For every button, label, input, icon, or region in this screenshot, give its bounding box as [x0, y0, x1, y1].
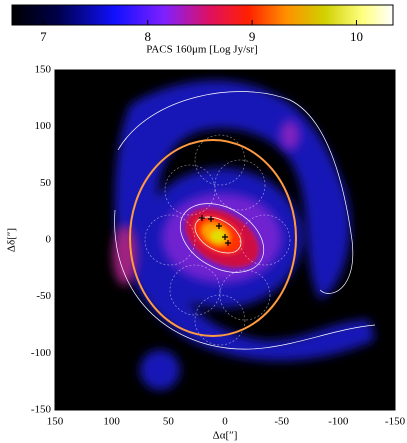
y-tick-label: -100	[31, 347, 52, 359]
colorbar-tick-label: 9	[249, 29, 256, 44]
x-tick-label: 150	[47, 416, 64, 428]
colorbar-label: PACS 160μm [Log Jy/sr]	[146, 44, 258, 56]
y-tick-label: -50	[36, 290, 51, 302]
colorbar-tick-label: 8	[144, 29, 151, 44]
y-axis-label: Δδ[″]	[6, 228, 18, 252]
x-tick-label: -100	[328, 416, 349, 428]
colorbar-tick-label: 10	[350, 29, 363, 44]
map-image	[55, 70, 395, 410]
x-axis-label: Δα[″]	[213, 430, 238, 442]
y-tick-label: 50	[40, 177, 52, 189]
y-tick-label: -150	[31, 404, 52, 416]
x-tick-label: 50	[163, 416, 175, 428]
x-tick-label: 0	[222, 416, 228, 428]
y-tick-label: 100	[35, 120, 52, 132]
y-tick-label: 150	[35, 64, 52, 76]
x-tick-label: 100	[103, 416, 120, 428]
colorbar	[11, 4, 394, 26]
x-tick-label: -50	[274, 416, 289, 428]
colorbar-tick-label: 7	[40, 29, 47, 44]
x-tick-label: -150	[385, 416, 406, 428]
y-tick-label: 0	[46, 234, 52, 246]
